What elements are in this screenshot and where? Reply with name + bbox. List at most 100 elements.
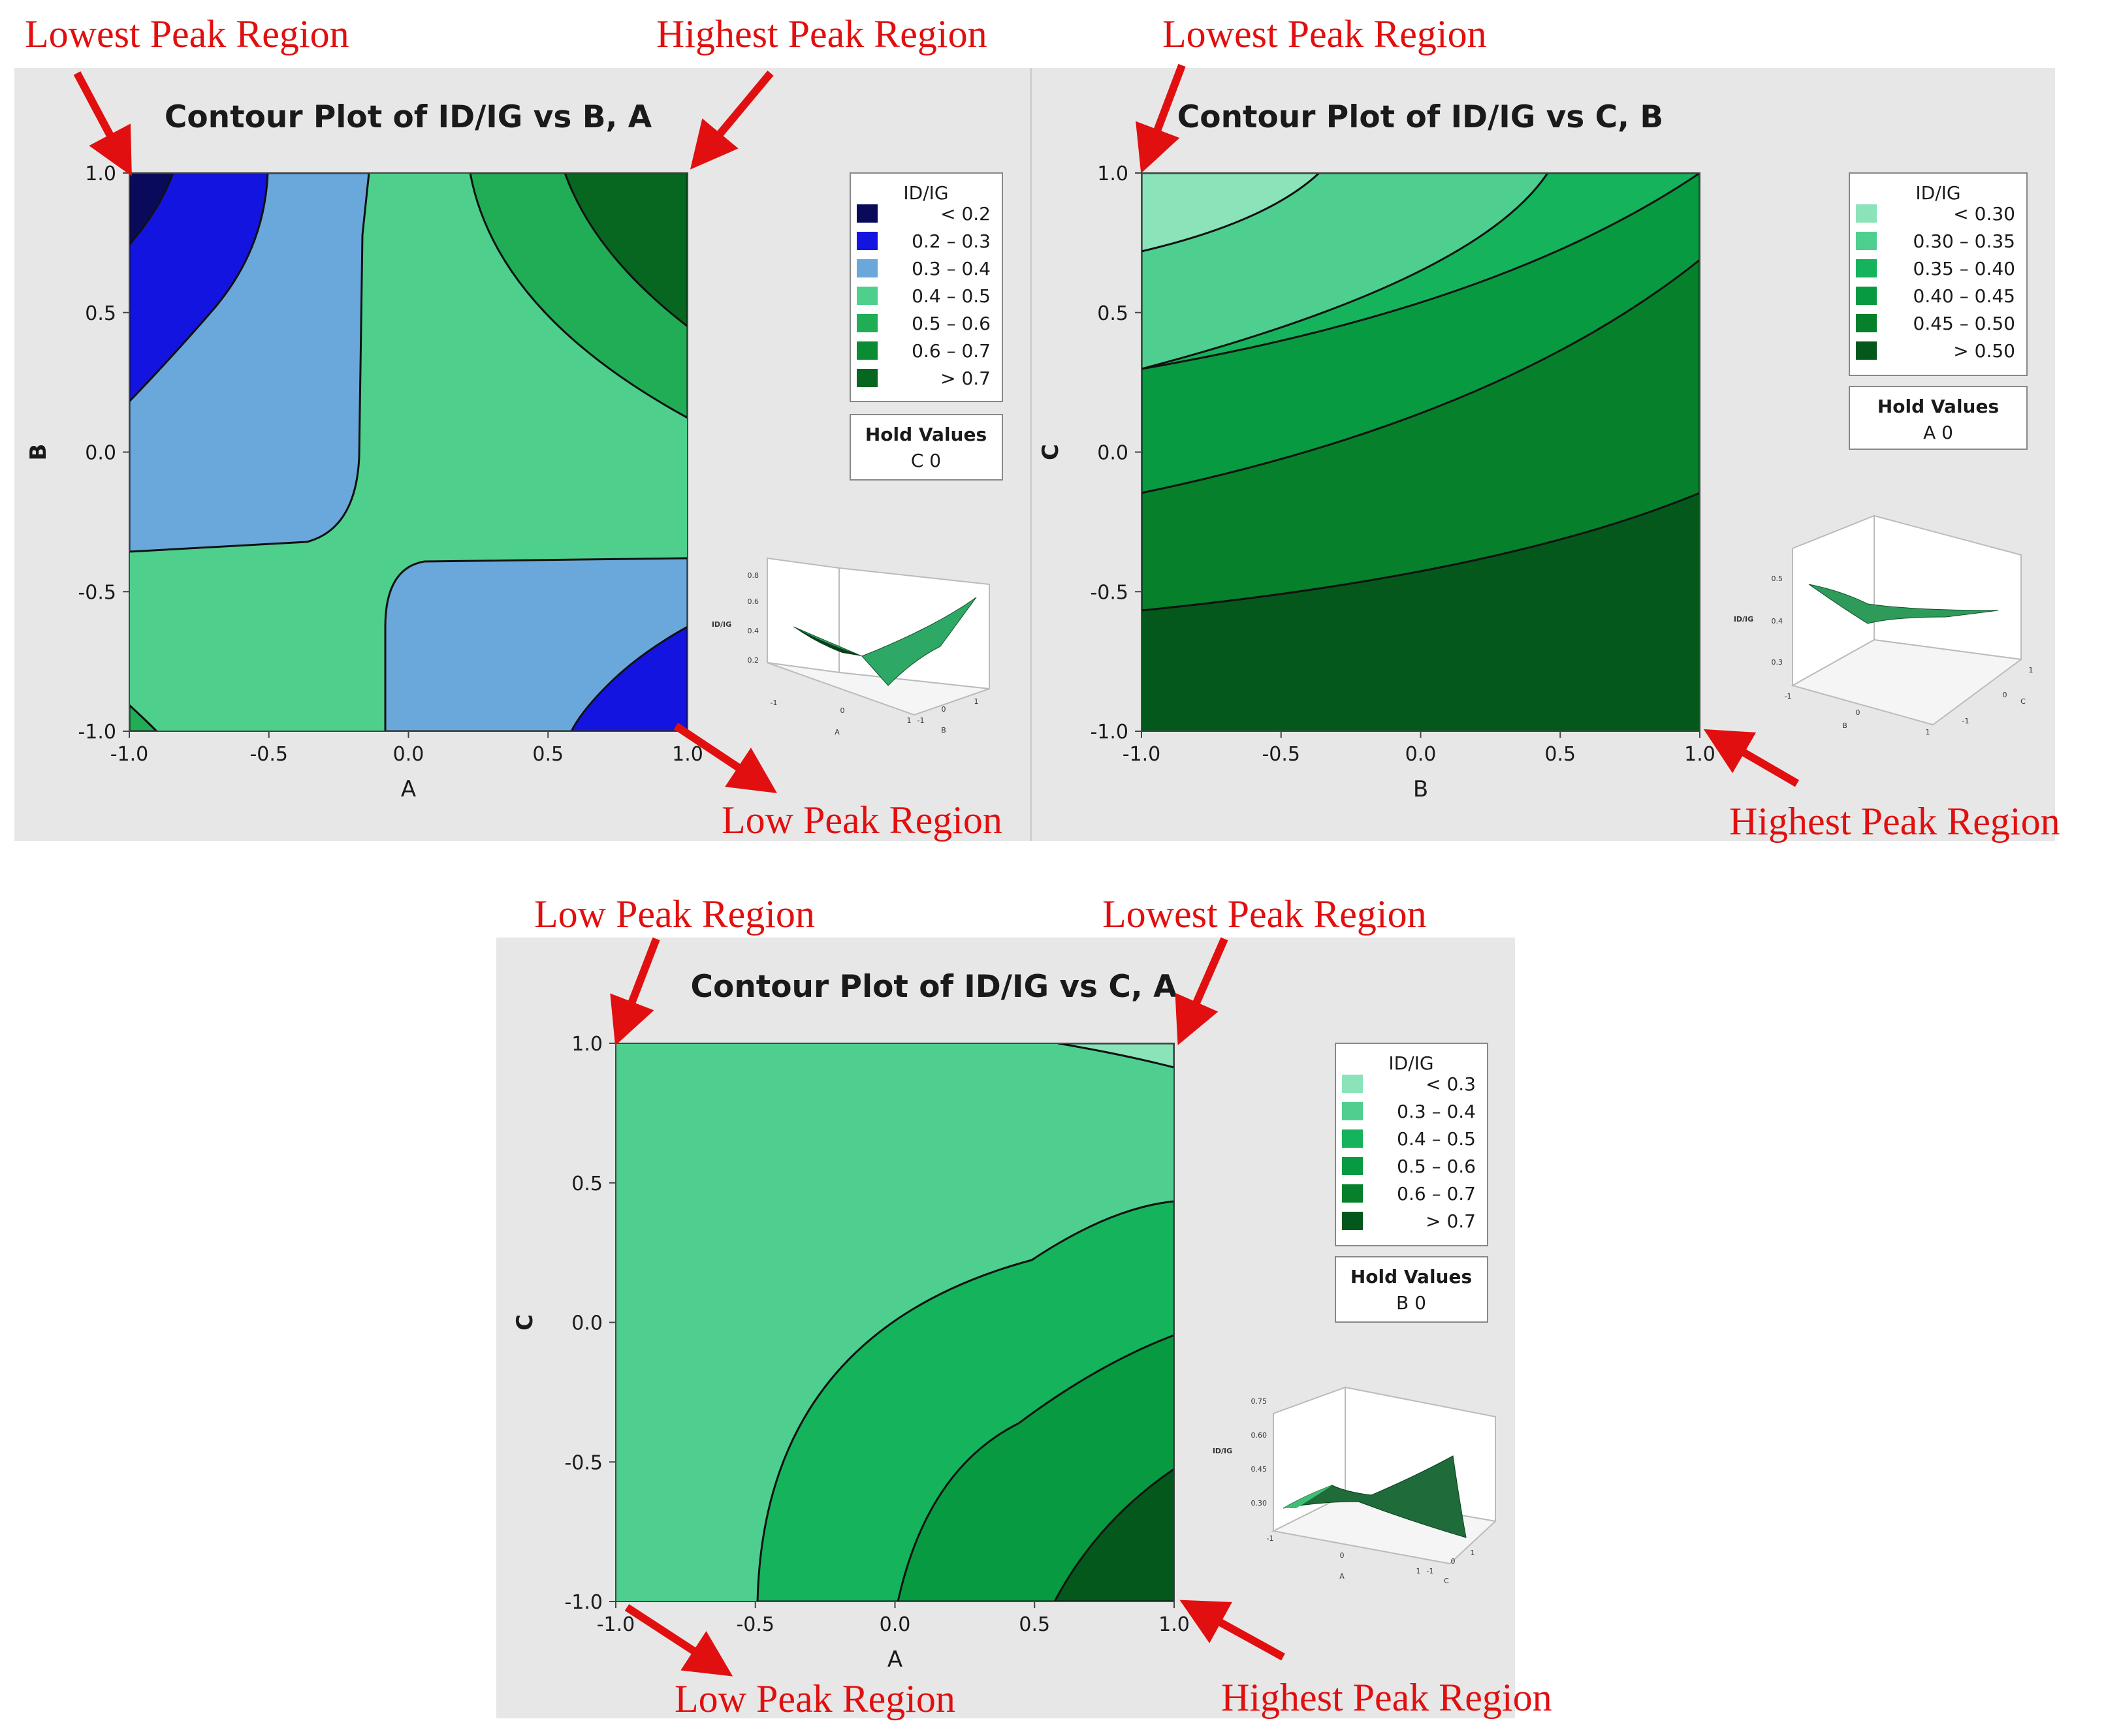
hold-values-box [1335,1256,1488,1323]
legend-entry-label: > 0.7 [1426,1210,1476,1232]
thumb-ztick: 0.3 [1772,658,1783,667]
thumb-xlabel: A [1339,1572,1345,1581]
annotation-p3-top-right: Lowest Peak Region [1102,892,1427,936]
y-tick-label: 1.0 [1097,163,1128,185]
legend-swatch [857,259,878,277]
legend-swatch [1342,1157,1363,1175]
thumb-ztick: 0.30 [1251,1499,1268,1507]
y-tick-label: -0.5 [1090,581,1128,604]
legend-entry-label: 0.30 – 0.35 [1913,230,2016,252]
hold-values-value: B 0 [1396,1292,1426,1314]
thumb-floor [767,662,990,716]
thumb-ylabel: B [941,726,946,734]
x-tick-label: -1.0 [1123,743,1161,766]
x-tick-label: -0.5 [736,1613,774,1636]
y-axis-label: C [1038,444,1064,460]
annotation-arrow [624,1603,733,1677]
contour-region-below-0.30 [1141,173,1321,253]
hold-values-box [1849,386,2028,450]
legend-swatch [1856,341,1877,360]
legend-title: ID/IG [1388,1052,1433,1074]
thumb-ztick: 0.2 [748,656,759,665]
legend-box [1849,172,2028,376]
x-tick-label: 0.5 [1019,1613,1050,1636]
legend-entry-label: < 0.30 [1953,203,2015,225]
y-tick-label: -1.0 [1090,721,1128,744]
chart-2-contour-field [1141,173,1700,731]
thumb-ytick: -1 [1427,1567,1434,1575]
y-tick-label: 0.5 [85,302,116,325]
legend-entry-label: < 0.3 [1426,1073,1476,1095]
legend-entry-label: 0.5 – 0.6 [1397,1156,1476,1177]
thumb-xlabel: A [835,728,840,736]
thumb-ztick: 0.6 [748,597,759,606]
x-tick-label: -0.5 [1262,743,1300,766]
x-tick-label: 0.5 [532,743,564,766]
legend-entry-label: 0.3 – 0.4 [1397,1101,1476,1122]
annotation-arrow [1175,937,1228,1045]
annotations: Lowest Peak Region Highest Peak Region L… [25,12,2060,1720]
legend-swatch [857,369,878,387]
panel-divider [1030,68,1032,841]
chart-2-surface-thumbnail: 0.5 0.4 0.3 ID/IG -1 0 1 B -1 0 1 C [1734,514,2033,736]
y-tick-label: 1.0 [85,163,116,185]
contour-region-below-0.2 [129,173,174,247]
legend-entry-label: 0.35 – 0.40 [1913,258,2016,279]
y-axis-label: B [25,444,52,461]
legend-entry-label: > 0.7 [940,368,991,389]
thumb-xtick: 1 [1926,728,1930,736]
chart-1-title: Contour Plot of ID/IG vs B, A [165,99,652,135]
hold-values-title: Hold Values [1350,1266,1472,1287]
thumb-ylabel: C [2020,697,2026,706]
chart-2-legend: ID/IG < 0.30 0.30 – 0.35 0.35 – 0.40 0.40 –… [1849,172,2028,376]
thumb-zlabel: ID/IG [1213,1447,1232,1455]
annotation-p1-top-right: Highest Peak Region [656,12,987,55]
thumb-xtick: 1 [907,716,912,725]
thumb-xlabel: B [1842,721,1847,730]
annotation-p1-bottom-right: Low Peak Region [722,798,1002,842]
chart-1-contour-field [129,173,688,731]
legend-swatch [857,232,878,250]
chart-1-legend: ID/IG < 0.2 0.2 – 0.3 0.3 – 0.4 0.4 – 0.5 0.… [850,172,1003,402]
x-tick-label: -0.5 [249,743,288,766]
annotation-p2-bottom-right: Highest Peak Region [1729,800,2060,843]
legend-swatch [1342,1075,1363,1093]
thumb-surface [1808,584,1999,624]
thumb-ztick: 0.4 [1772,617,1783,625]
x-tick-label: 1.0 [1158,1613,1190,1636]
legend-entry-label: < 0.2 [940,203,991,225]
legend-swatch [1856,287,1877,305]
y-tick-label: -0.5 [564,1451,603,1474]
y-tick-label: 0.0 [85,442,116,465]
y-tick-label: -1.0 [564,1591,603,1614]
annotation-p3-top-left: Low Peak Region [534,892,815,936]
annotation-arrow [1179,1600,1285,1661]
annotation-p2-top-left: Lowest Peak Region [1162,12,1487,55]
legend-swatch [857,341,878,360]
annotation-p3-bottom-left: Low Peak Region [675,1677,955,1720]
thumb-xtick: 0 [1856,708,1860,717]
legend-swatch [1342,1102,1363,1120]
thumb-back-left [767,557,840,674]
contour-region-0.2-0.3 [129,173,269,403]
hold-values-title: Hold Values [865,424,987,445]
legend-swatch [857,287,878,305]
legend-entry-label: 0.6 – 0.7 [1397,1183,1476,1205]
legend-entry-label: 0.4 – 0.5 [1397,1128,1476,1150]
annotation-arrow [610,937,660,1046]
x-tick-label: 1.0 [672,743,703,766]
x-tick-label: 1.0 [1684,743,1715,766]
thumb-ytick: 0 [1451,1557,1456,1566]
chart-1-surface-thumbnail: 0.8 0.6 0.4 0.2 ID/IG -1 0 1 A -1 0 1 B [712,557,990,736]
thumb-ztick: 0.8 [748,571,759,580]
x-axis-label: B [1413,776,1428,802]
chart-2-axes: -1.0 -0.5 0.0 0.5 1.0 -1.0 -0.5 0.0 0.5 1.0 B C [1038,163,1715,802]
annotation-arrow [1136,63,1186,174]
contour-region-0.6-0.7 [1053,1468,1174,1602]
thumb-xtick: 1 [1416,1567,1421,1575]
legend-title: ID/IG [1915,182,1960,204]
legend-swatch [857,314,878,332]
thumb-back-right [838,567,990,690]
chart-1-hold-values: Hold Values C 0 [850,414,1003,481]
thumb-ytick: 1 [1471,1549,1475,1557]
